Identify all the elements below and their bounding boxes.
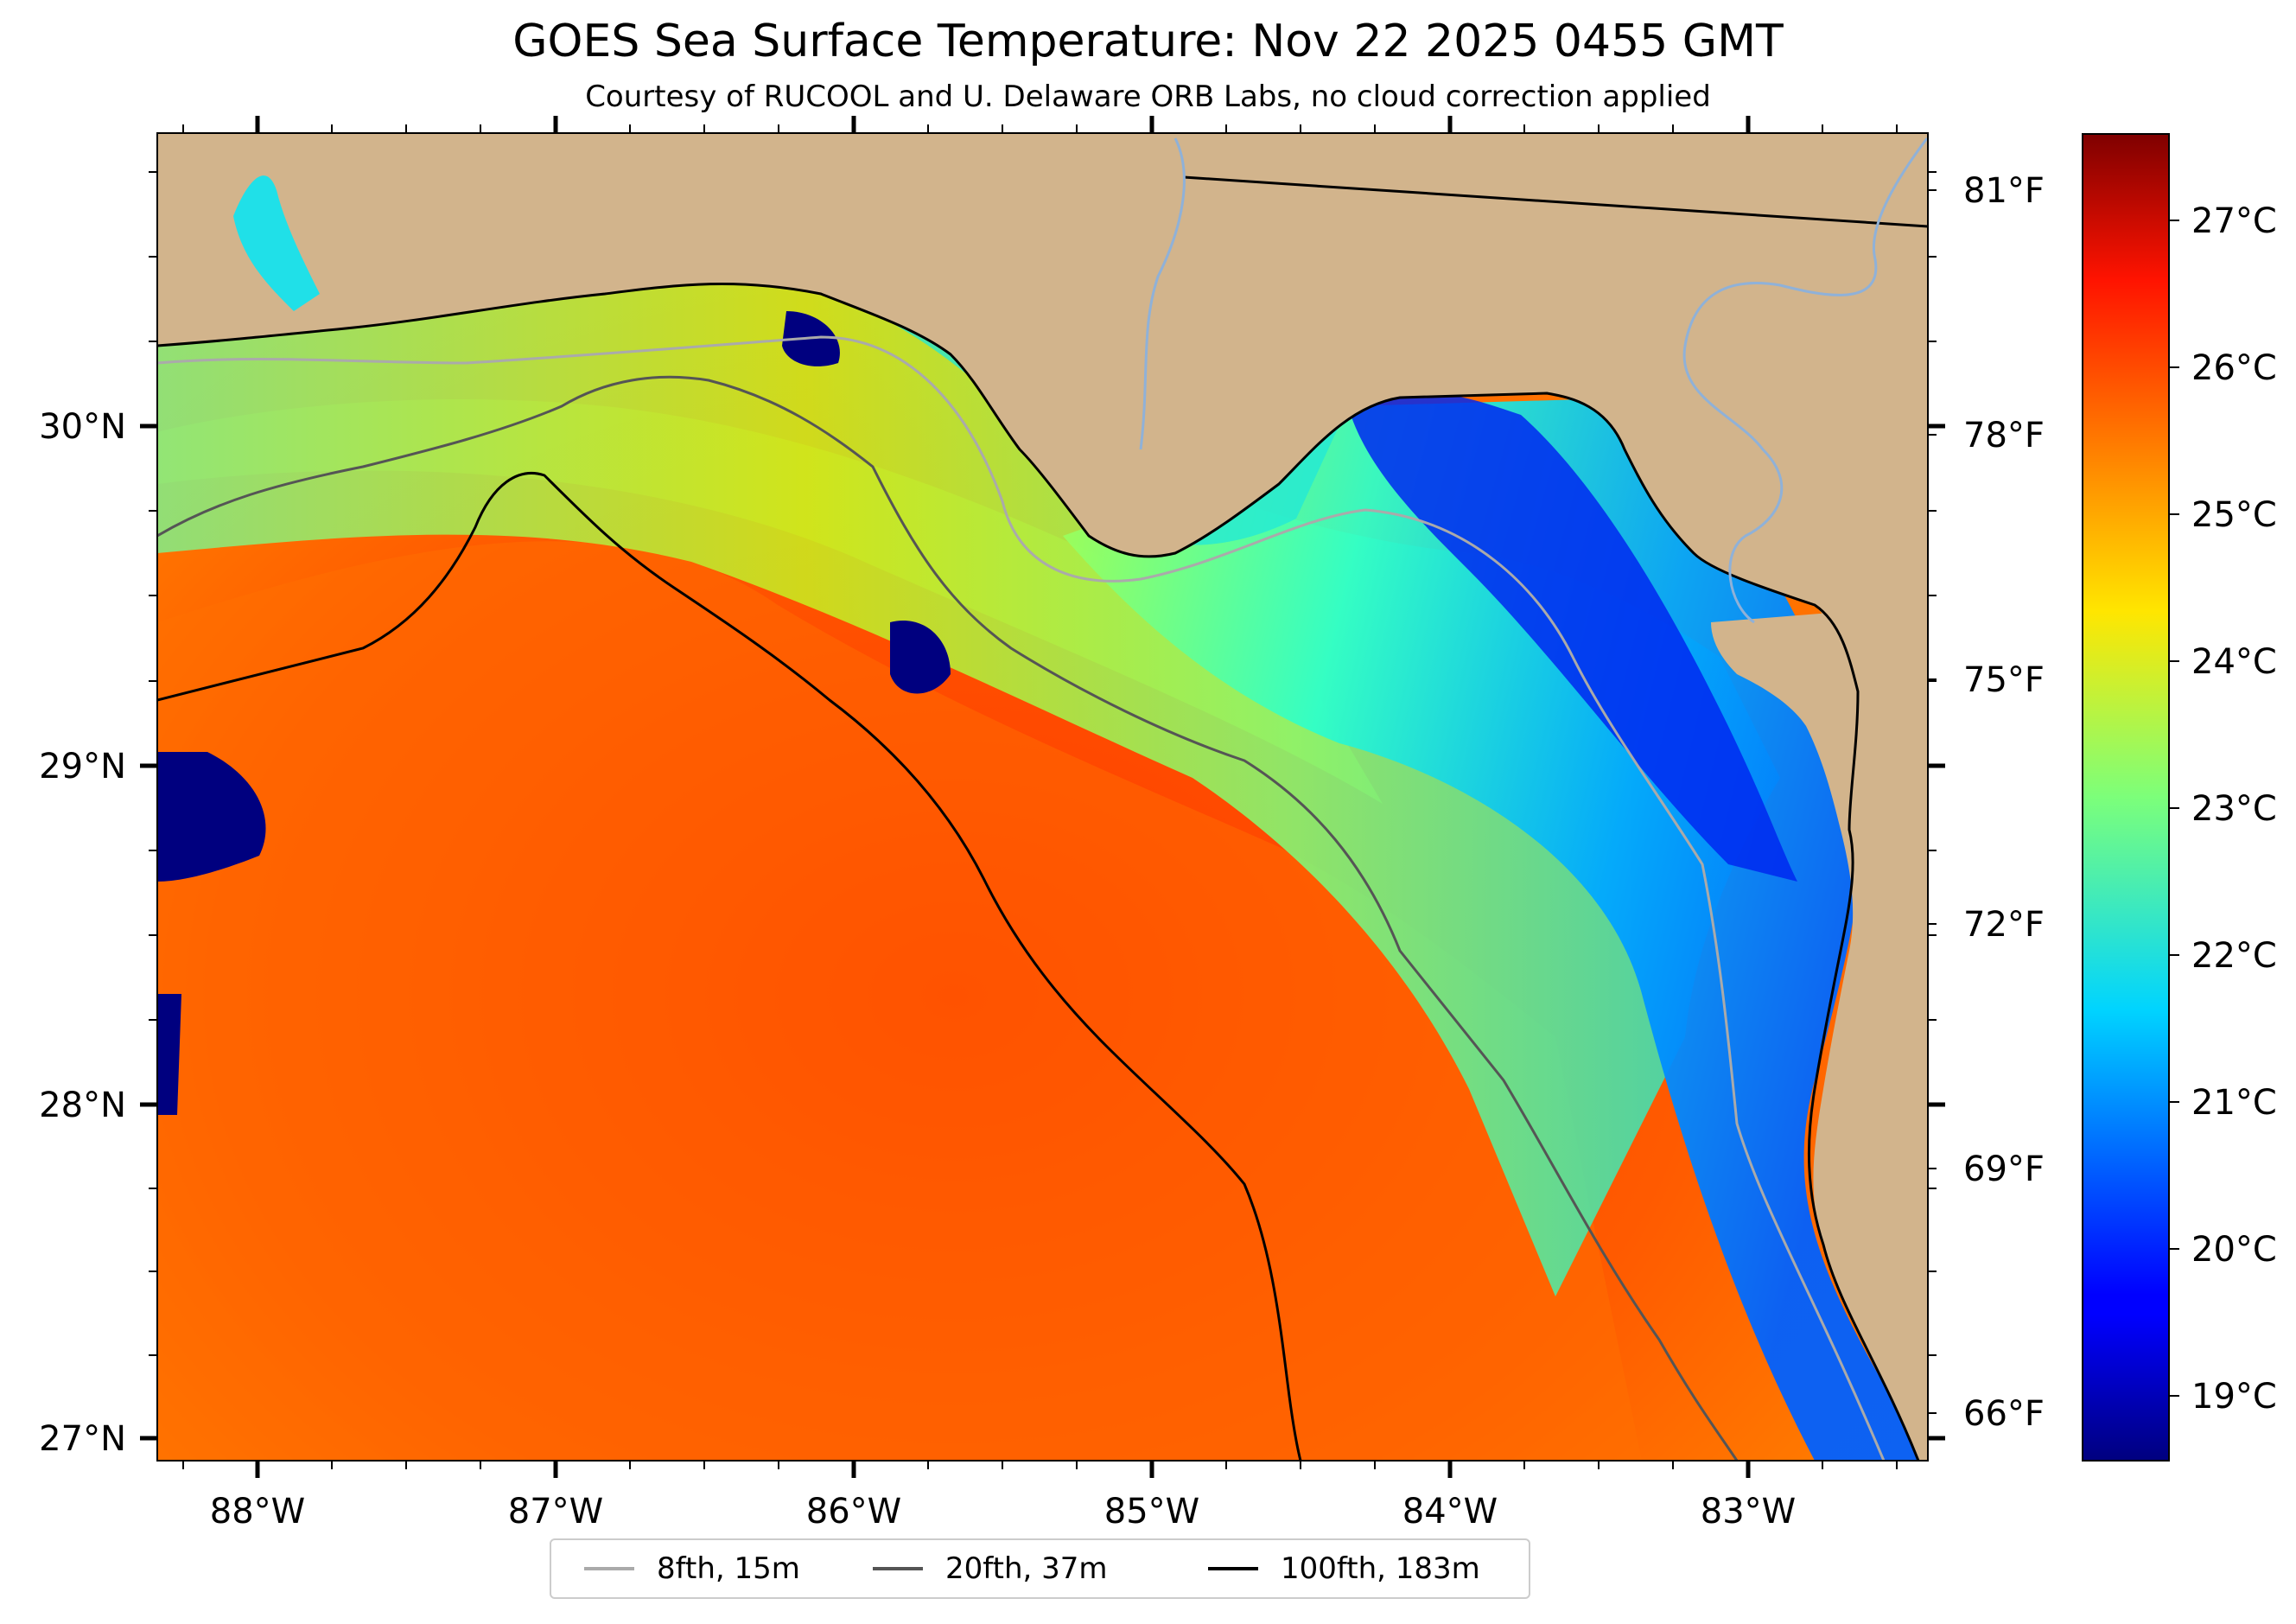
legend-item-100fth: 100fth, 183m [1208, 1540, 1480, 1597]
colorbar-label-25c: 25°C [2191, 495, 2277, 535]
f-tick-label-69: 69°F [1963, 1150, 2045, 1189]
x-tick-label-83w: 83°W [1701, 1492, 1796, 1532]
map-subtitle: Courtesy of RUCOOL and U. Delaware ORB L… [585, 80, 1711, 114]
legend-label-100fth: 100fth, 183m [1281, 1551, 1480, 1586]
f-tick-label-78: 78°F [1963, 416, 2045, 455]
minor-ticks [149, 124, 1937, 1469]
land-north [157, 133, 1928, 691]
colorbar-ticks [2169, 220, 2179, 1397]
y-tick-label-30n: 30°N [39, 407, 126, 447]
orange-region [157, 541, 1642, 1461]
legend-swatch-100fth [1208, 1567, 1258, 1570]
f-ticks [1928, 189, 1937, 1414]
colorbar-label-24c: 24°C [2191, 642, 2277, 682]
x-tick-label-88w: 88°W [210, 1492, 305, 1532]
colorbar [2082, 133, 2170, 1462]
state-border [1183, 175, 1928, 228]
y-tick-label-28n: 28°N [39, 1086, 126, 1125]
isobath-20fth [157, 375, 1739, 1461]
f-tick-label-66: 66°F [1963, 1394, 2045, 1434]
colorbar-label-20c: 20°C [2191, 1230, 2277, 1270]
x-tick-label-87w: 87°W [508, 1492, 603, 1532]
shelf-water [157, 283, 1780, 1296]
colorbar-label-23c: 23°C [2191, 789, 2277, 829]
legend-label-8fth: 8fth, 15m [657, 1551, 800, 1586]
isobath-100fth [157, 472, 1302, 1461]
legend-swatch-20fth [873, 1567, 923, 1570]
colorbar-label-21c: 21°C [2191, 1083, 2277, 1123]
mobile-bay [233, 175, 320, 311]
legend-swatch-8fth [584, 1567, 634, 1570]
f-tick-label-72: 72°F [1963, 905, 2045, 945]
colorbar-label-27c: 27°C [2191, 201, 2277, 241]
x-tick-label-85w: 85°W [1104, 1492, 1199, 1532]
f-tick-label-81: 81°F [1963, 171, 2045, 211]
isobath-8fth [157, 335, 1886, 1461]
cold-water-big-bend [1348, 392, 1797, 882]
legend-item-20fth: 20fth, 37m [873, 1540, 1108, 1597]
colorbar-label-22c: 22°C [2191, 936, 2277, 976]
coastline [157, 282, 1920, 1461]
map-title: GOES Sea Surface Temperature: Nov 22 202… [512, 16, 1784, 67]
land-florida [1711, 605, 1928, 1461]
legend-label-20fth: 20fth, 37m [945, 1551, 1108, 1586]
river-apalachicola [1139, 137, 1186, 450]
colorbar-label-19c: 19°C [2191, 1377, 2277, 1417]
y-tick-label-29n: 29°N [39, 747, 126, 787]
x-tick-label-84w: 84°W [1402, 1492, 1498, 1532]
cloud-mask-center [890, 621, 951, 694]
map-area [157, 133, 1928, 1461]
f-tick-label-75: 75°F [1963, 660, 2045, 700]
legend-item-8fth: 8fth, 15m [584, 1540, 800, 1597]
y-axis-ticks [140, 424, 1945, 1441]
cloud-mask-west-2 [157, 994, 181, 1115]
east-shelf-water [1063, 398, 1928, 1461]
map-frame [156, 132, 1929, 1462]
river-suwannee [1682, 137, 1928, 624]
isobath-legend: 8fth, 15m 20fth, 37m 100fth, 183m [550, 1538, 1530, 1599]
y-tick-label-27n: 27°N [39, 1419, 126, 1459]
colorbar-label-26c: 26°C [2191, 348, 2277, 388]
x-axis-ticks [255, 116, 1751, 1478]
cloud-mask-west [157, 752, 266, 882]
x-tick-label-86w: 86°W [806, 1492, 901, 1532]
